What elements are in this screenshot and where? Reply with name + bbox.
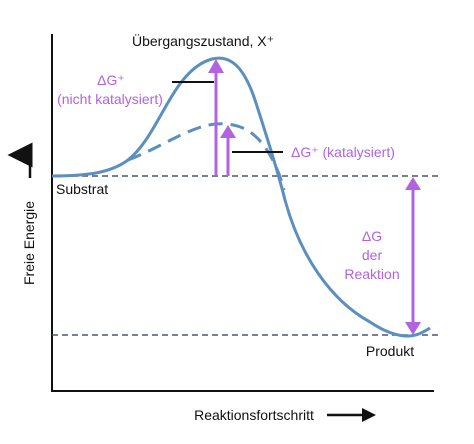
dg-uncatalyzed-label-1: ΔG⁺ — [97, 72, 125, 88]
catalyzed-curve — [127, 122, 286, 191]
dg-reaction-arrowhead-down — [405, 322, 421, 335]
x-axis-direction-arrowhead — [362, 408, 376, 422]
y-axis-label: Freie Energie — [21, 201, 37, 285]
dg-reaction-arrowhead-up — [405, 177, 421, 190]
dg-catalyzed-label: ΔG⁺ (katalysiert) — [291, 144, 395, 160]
substrat-label: Substrat — [56, 181, 108, 197]
dg-uncatalyzed-label-2: (nicht katalysiert) — [57, 91, 163, 107]
x-axis-label: Reaktionsfortschritt — [194, 407, 314, 423]
dg-reaction-label-1: ΔG — [362, 228, 382, 244]
dg-reaction-label-3: Reaktion — [344, 266, 399, 282]
dg-uncatalyzed-arrowhead — [208, 59, 224, 73]
dg-catalyzed-arrowhead — [220, 125, 236, 138]
uncatalyzed-curve — [51, 56, 431, 338]
transition-state-label: Übergangszustand, X⁺ — [132, 32, 274, 49]
product-label: Produkt — [366, 343, 414, 359]
dg-reaction-label-2: der — [362, 247, 383, 263]
